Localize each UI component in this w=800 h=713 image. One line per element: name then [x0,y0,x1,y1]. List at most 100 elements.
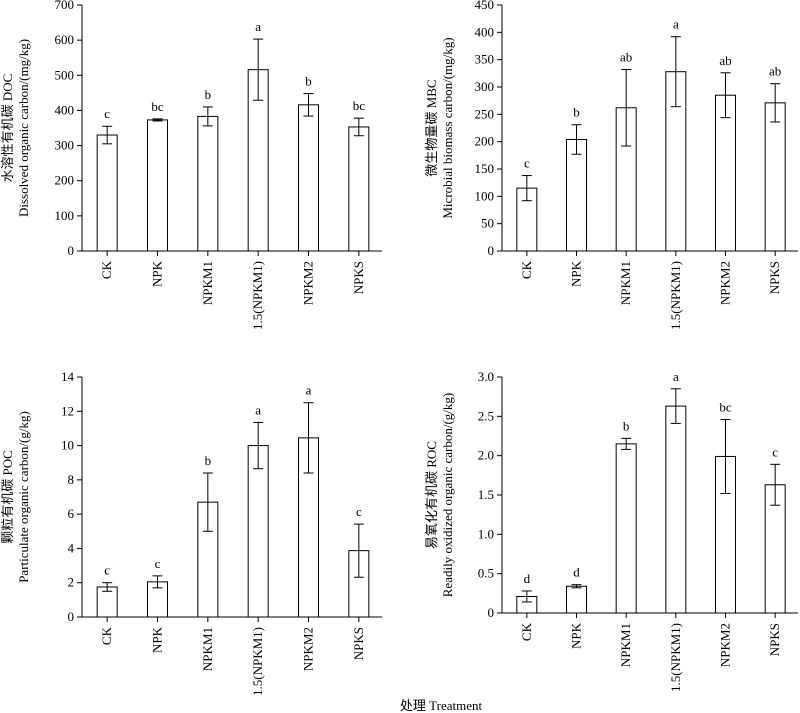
y-tick-label: 12 [61,403,74,418]
y-tick-label: 0 [488,243,495,258]
category-label: NPKM1 [200,627,215,671]
y-tick-label: 6 [68,506,75,521]
category-label: NPKM1 [618,623,633,667]
y-tick-label: 3.0 [478,369,494,384]
significance-label: d [524,571,531,586]
roc-chart: 0 0.5 1.0 1.5 2.0 2.5 3.0 易氧化有机碳 ROC Readily oxi… [424,369,798,692]
significance-label: c [155,556,161,571]
category-label: CK [519,622,534,641]
significance-label: bc [353,98,366,113]
bar [566,138,587,252]
significance-label: b [623,418,630,433]
x-axis-title: 处理 Treatment [400,698,483,713]
mbc-chart: 0 50 100 150 200 250 300 350 400 450 微生物量碳 MBC Micr… [424,0,798,330]
y-tick-label: 0.5 [478,566,494,581]
category-label: NPKM2 [301,627,316,671]
significance-label: d [573,565,580,580]
y-tick-label: 300 [55,138,75,153]
category-label: CK [99,626,114,645]
y-tick-label: 100 [475,188,495,203]
significance-label: a [306,383,312,398]
significance-label: b [205,87,212,102]
y-tick-label: 400 [55,102,75,117]
bar [665,405,687,614]
category-label: NPKS [351,261,366,294]
bar [715,94,736,252]
category-label: 1.5(NPKM1) [668,623,683,692]
category-label: NPK [150,260,165,287]
y-tick-label: 0 [68,243,75,258]
y-tick-label: 0 [488,605,495,620]
significance-label: ab [719,53,731,68]
y-tick-label: 600 [55,32,75,47]
y-tick-label: 300 [475,79,495,94]
category-label: NPK [569,622,584,649]
significance-label: bc [719,399,732,414]
y-tick-label: 200 [55,173,75,188]
bar [615,443,637,614]
bar [566,585,587,614]
category-label: CK [99,260,114,279]
significance-label: a [255,19,261,34]
bar [197,115,219,252]
significance-label: a [673,369,679,384]
y-tick-label: 4 [68,540,75,555]
category-label: CK [519,260,534,279]
y-tick-label: 450 [475,0,495,12]
y-tick-label: 200 [475,134,495,149]
significance-label: c [104,563,110,578]
y-tick-label: 50 [481,216,494,231]
significance-label: a [255,402,261,417]
bar [247,445,269,618]
y-tick-label: 1.0 [478,526,494,541]
y-axis-title-cn: 易氧化有机碳 ROC [424,441,439,549]
y-tick-label: 350 [475,52,495,67]
bar [298,104,319,252]
category-label: NPKM1 [200,261,215,305]
significance-label: c [104,106,110,121]
category-label: NPKM2 [718,261,733,305]
y-tick-label: 0 [68,609,75,624]
bar [764,102,786,252]
significance-label: c [356,504,362,519]
y-axis-title-en: Particulate organic carbon/(g/kg) [16,411,31,583]
y-tick-label: 100 [55,208,75,223]
category-label: NPKM1 [618,261,633,305]
category-label: NPKS [767,261,782,294]
significance-label: ab [769,64,781,79]
doc-chart: 0 100 200 300 400 500 600 700 水溶性有机碳 DOC Dissolve… [0,0,382,330]
y-axis-title-en: Dissolved organic carbon/(mg/kg) [16,39,31,217]
y-axis-title-en: Microbial biomass carbon/(mg/kg) [440,37,455,218]
y-axis-title-cn: 微生物量碳 MBC [424,79,439,176]
bar [348,126,370,252]
significance-label: c [524,156,530,171]
category-label: NPKM2 [718,623,733,667]
category-label: NPKM2 [301,261,316,305]
y-axis-title-cn: 水溶性有机碳 DOC [0,74,15,183]
significance-label: b [305,74,312,89]
bar [147,119,168,252]
y-tick-label: 400 [475,24,495,39]
y-tick-label: 8 [68,472,75,487]
y-axis-title-cn: 颗粒有机碳 POC [0,450,15,544]
category-label: 1.5(NPKM1) [668,261,683,330]
y-tick-label: 2 [68,575,75,590]
y-axis-title-en: Readily oxidized organic carbon/(g/kg) [440,393,455,597]
poc-chart: 0 2 4 6 8 10 12 14 颗粒有机碳 POC Particulate organic … [0,369,382,696]
y-tick-label: 14 [61,369,75,384]
significance-label: a [673,17,679,32]
category-label: 1.5(NPKM1) [250,627,265,696]
significance-label: ab [620,50,632,65]
y-tick-label: 2.0 [478,448,494,463]
y-tick-label: 1.5 [478,487,494,502]
category-label: NPKS [351,627,366,660]
category-label: 1.5(NPKM1) [250,261,265,330]
category-label: NPKS [767,623,782,656]
y-tick-label: 700 [55,0,75,12]
significance-label: bc [151,99,164,114]
y-tick-label: 500 [55,67,75,82]
y-tick-label: 250 [475,106,495,121]
y-tick-label: 10 [61,438,74,453]
category-label: NPK [569,260,584,287]
